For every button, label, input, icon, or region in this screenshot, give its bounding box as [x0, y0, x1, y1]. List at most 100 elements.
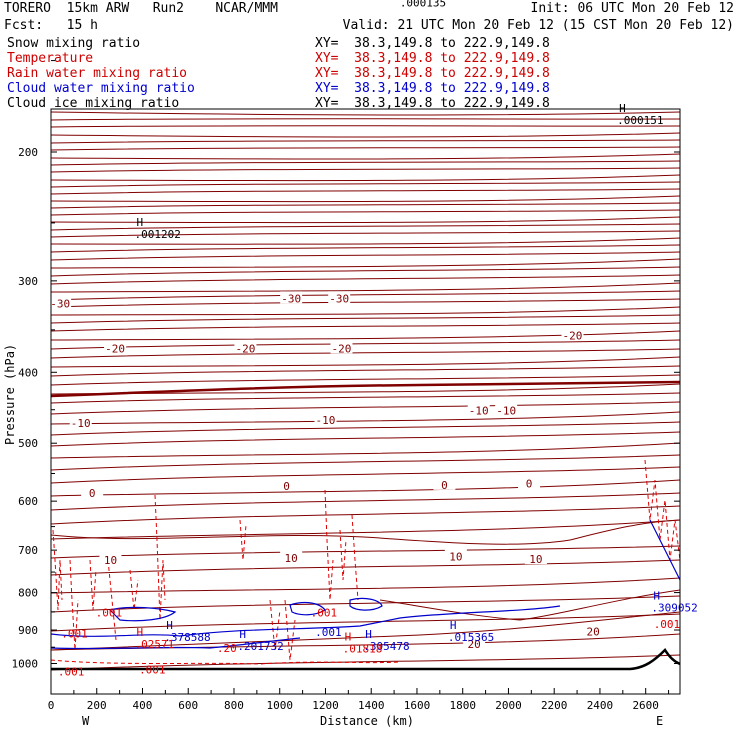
temperature-line: [51, 237, 680, 245]
temperature-label: -10: [71, 417, 91, 430]
legend-xy-temperature: XY= 38.3,149.8 to 222.9,149.8: [315, 51, 550, 66]
temperature-line: [51, 274, 680, 285]
temperature-line: [51, 356, 680, 368]
header-model: TORERO 15km ARW Run2 NCAR/MMM: [4, 1, 278, 16]
temperature-label-bg: [463, 637, 486, 650]
rain-contour: [107, 559, 117, 641]
temperature-line: [51, 244, 680, 253]
value-label: .20: [217, 642, 237, 655]
value-label: .01818: [343, 642, 383, 655]
rain-contour: [284, 599, 296, 661]
cloud-water-contour: [51, 637, 301, 650]
x-tick-label: 2000: [495, 699, 522, 712]
temperature-label-bg: [234, 341, 257, 354]
value-label: .000135: [400, 0, 446, 10]
x-tick-label: 2600: [632, 699, 659, 712]
east-label: E: [656, 714, 663, 728]
temperature-line: [51, 202, 680, 209]
x-tick-label: 1200: [312, 699, 339, 712]
high-marker: H: [653, 589, 660, 602]
temperature-label: -20: [105, 342, 125, 355]
temperature-label: 10: [529, 553, 542, 566]
temperature-line: [51, 290, 680, 301]
value-label: .001: [315, 626, 342, 639]
y-tick-label: 600: [18, 495, 38, 508]
y-tick-label: 900: [18, 624, 38, 637]
high-marker: H: [136, 626, 143, 639]
temperature-line: [51, 209, 680, 216]
x-tick-label: 400: [133, 699, 153, 712]
temperature-line: [51, 519, 680, 545]
temperature-label: 0: [89, 487, 96, 500]
temperature-label-bg: [330, 341, 353, 354]
value-label: .001: [61, 628, 88, 641]
high-marker: H: [166, 619, 173, 632]
temperature-label-bg: [275, 478, 298, 491]
temperature-line: [51, 442, 680, 459]
temperature-line: [51, 160, 680, 166]
temperature-label: -20: [563, 329, 583, 342]
value-label: .305478: [363, 640, 409, 653]
temperature-label-bg: [433, 477, 456, 490]
temperature-line: [51, 613, 680, 632]
legend-xy-rain: XY= 38.3,149.8 to 222.9,149.8: [315, 66, 550, 81]
legend-xy-cloud-water: XY= 38.3,149.8 to 222.9,149.8: [315, 81, 550, 96]
rain-contour: [129, 569, 139, 611]
temperature-label-bg: [280, 551, 303, 564]
y-tick-label: 400: [18, 366, 38, 379]
temperature-label: -20: [332, 342, 352, 355]
temperature-line: [51, 125, 680, 128]
temperature-label-bg: [81, 486, 104, 499]
temperature-line: [51, 577, 680, 594]
temperature-line: [51, 479, 680, 497]
value-label: .001: [96, 606, 123, 619]
x-tick-label: 2400: [587, 699, 614, 712]
temperature-line: [51, 454, 680, 471]
temperature-label-bg: [582, 624, 605, 637]
legend-label-rain: Rain water mixing ratio: [7, 66, 188, 81]
high-marker: H: [239, 628, 246, 641]
legend-xy-cloud-ice: XY= 38.3,149.8 to 222.9,149.8: [315, 96, 550, 111]
west-label: W: [82, 714, 90, 728]
temperature-label: 10: [449, 550, 462, 563]
temperature-line: [51, 282, 680, 293]
temperature-line: [51, 139, 680, 144]
temperature-line: [51, 519, 680, 540]
value-label: .015365: [448, 631, 494, 644]
x-tick-label: 2200: [541, 699, 568, 712]
temperature-line: [51, 132, 680, 138]
temperature-line: [51, 595, 680, 613]
temperature-line: [51, 146, 680, 151]
temperature-label-bg: [104, 341, 127, 354]
temperature-label: 0: [441, 479, 448, 492]
temperature-label: 20: [586, 625, 599, 638]
rain-contour: [51, 659, 401, 665]
x-tick-label: 800: [224, 699, 244, 712]
high-marker: H: [345, 630, 352, 643]
legend-label-snow: Snow mixing ratio: [7, 36, 141, 51]
rain-contour: [269, 599, 281, 651]
temperature-label-bg: [328, 291, 351, 304]
temperature-label-bg: [518, 476, 541, 489]
x-tick-label: 1400: [358, 699, 385, 712]
rain-contour: [154, 494, 166, 621]
y-tick-label: 300: [18, 275, 38, 288]
value-label: .02571: [134, 638, 174, 651]
temperature-line: [51, 431, 680, 447]
temperature-label-bg: [467, 403, 490, 416]
temperature-line: [51, 545, 680, 559]
high-marker: H: [365, 628, 372, 641]
cloud-water-contour: [289, 601, 326, 616]
temperature-line: [51, 401, 680, 415]
legend-label-cloud-water: Cloud water mixing ratio: [7, 81, 195, 96]
temperature-line: [51, 251, 680, 261]
temperature-label: -30: [329, 292, 349, 305]
rain-contour: [52, 529, 63, 611]
x-tick-label: 1600: [404, 699, 431, 712]
value-label: .378588: [164, 631, 210, 644]
header-valid: Valid: 21 UTC Mon 20 Feb 12 (15 CST Mon …: [342, 18, 734, 33]
temperature-line: [51, 181, 680, 188]
value-label: .309052: [651, 601, 697, 614]
temperature-label-bg: [314, 413, 337, 426]
temperature-line: [51, 348, 680, 359]
